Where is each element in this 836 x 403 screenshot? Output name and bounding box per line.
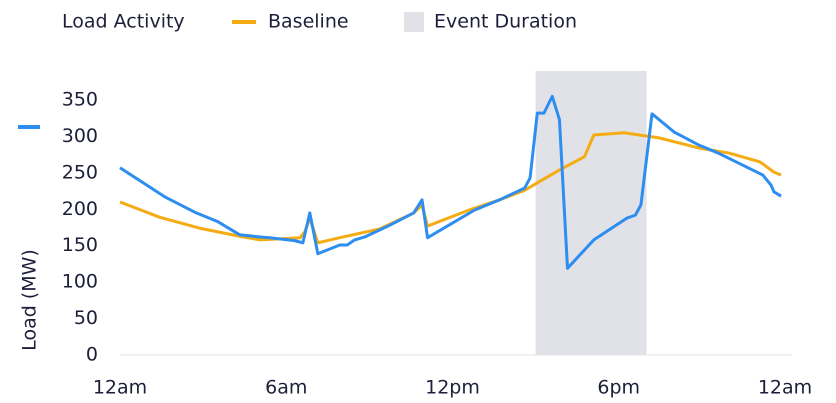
y-tick-label: 200 bbox=[62, 198, 98, 220]
event-region bbox=[535, 71, 647, 355]
y-tick-label: 350 bbox=[62, 89, 98, 111]
x-tick-label: 12am bbox=[93, 377, 147, 399]
y-axis-label: Load (MW) bbox=[19, 249, 41, 351]
x-tick-label: 12pm bbox=[425, 377, 480, 399]
x-tick-label: 6am bbox=[265, 377, 307, 399]
y-tick-label: 150 bbox=[62, 234, 98, 256]
x-tick-label: 6pm bbox=[597, 377, 640, 399]
series-line bbox=[119, 131, 782, 245]
legend-label: Event Duration bbox=[434, 11, 577, 33]
y-tick-label: 100 bbox=[62, 271, 98, 293]
x-tick-label: 12am bbox=[758, 377, 812, 399]
legend-label: Load Activity bbox=[62, 11, 185, 33]
series-line bbox=[119, 94, 782, 270]
y-tick-label: 50 bbox=[74, 307, 98, 329]
legend-marker bbox=[404, 12, 424, 32]
legend-label: Baseline bbox=[268, 11, 349, 33]
y-tick-label: 250 bbox=[62, 161, 98, 183]
y-tick-label: 0 bbox=[86, 344, 98, 366]
y-tick-label: 300 bbox=[62, 125, 98, 147]
